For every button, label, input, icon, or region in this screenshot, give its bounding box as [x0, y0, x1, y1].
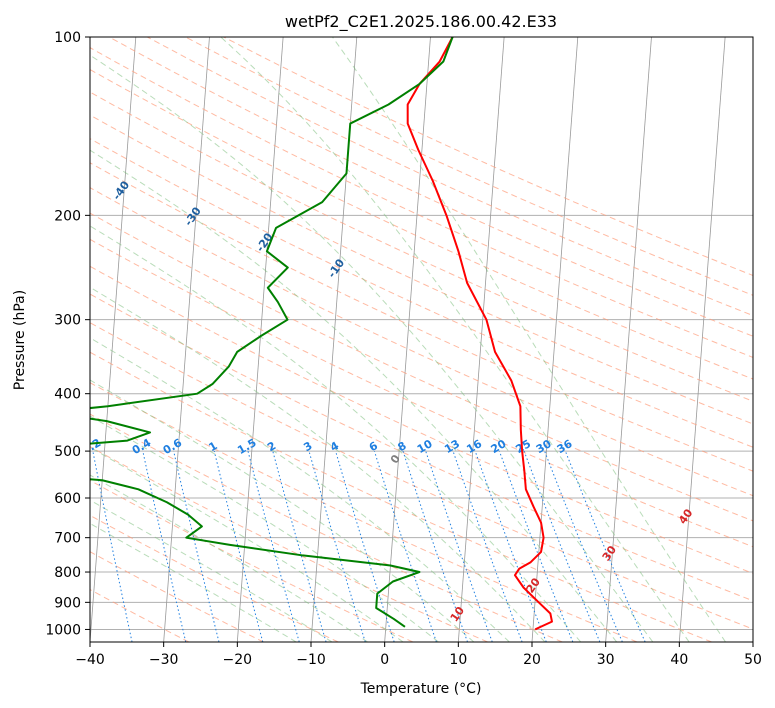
isotherm-line: [384, 37, 431, 642]
x-tick-label: −20: [223, 652, 253, 668]
x-tick-label: 10: [449, 652, 467, 668]
dry-adiabat-line: [90, 47, 753, 358]
x-tick-label: 50: [744, 652, 762, 668]
mixing-ratio-line: [564, 450, 646, 642]
dry-adiabat-line: [90, 551, 264, 642]
mixing-ratio-line: [92, 451, 133, 642]
x-tick-label: 40: [670, 652, 688, 668]
x-tick-label: 20: [523, 652, 541, 668]
y-axis-label: Pressure (hPa): [12, 290, 28, 390]
mixing-ratio-line: [498, 450, 574, 642]
dry-adiabat-line: [90, 293, 753, 602]
mixing-ratio-line: [474, 450, 547, 642]
mixing-ratio-line: [142, 450, 187, 642]
y-tick-label: 300: [54, 313, 81, 329]
isotherm-line: [605, 37, 652, 642]
y-tick-label: 400: [54, 387, 81, 403]
mixing-ratio-line: [247, 450, 300, 642]
moist-adiabat-line: [90, 499, 333, 642]
mixing-ratio-line: [452, 450, 523, 642]
dry-adiabat-line: [185, 37, 753, 296]
dry-adiabat-line: [90, 212, 753, 522]
dry-adiabat-line: [90, 322, 753, 630]
dry-adiabat-line: [90, 351, 712, 642]
y-tick-label: 1000: [45, 622, 81, 638]
mixing-ratio-line: [335, 450, 395, 642]
mixing-ratio-line: [523, 450, 601, 642]
mixing-ratio-line: [272, 450, 327, 642]
background-lines: 0.10.20.40.611.52346810131620253036-100-…: [90, 37, 753, 642]
moist-adiabat-line: [90, 415, 439, 642]
moist-adiabat-line: [90, 446, 404, 642]
moist-adiabat-line: [90, 54, 654, 642]
dry-adiabat-line: [90, 265, 753, 574]
moist-adiabat-line: [220, 37, 690, 642]
sounding-lines: [90, 37, 553, 631]
dry-adiabat-line: [90, 187, 753, 497]
moist-adiabat-line: [90, 337, 510, 642]
mixing-ratio-line: [308, 450, 366, 642]
y-tick-label: 600: [54, 491, 81, 507]
x-axis-label: Temperature (°C): [360, 681, 482, 697]
dry-adiabat-line: [90, 413, 563, 642]
y-tick-label: 500: [54, 444, 81, 460]
x-tick-label: −40: [75, 652, 105, 668]
x-tick-label: 0: [380, 652, 389, 668]
mixing-ratio-line: [425, 450, 493, 642]
y-tick-label: 800: [54, 565, 81, 581]
isotherm-line: [90, 37, 137, 642]
y-tick-label: 200: [54, 208, 81, 224]
dry-adiabat-line: [108, 37, 753, 337]
mixing-ratio-line: [373, 450, 437, 642]
x-tick-label: 30: [597, 652, 615, 668]
x-tick-label: −10: [296, 652, 326, 668]
mixing-ratio-line: [173, 450, 220, 642]
x-tick-label: −30: [149, 652, 179, 668]
mixing-ratio-line: [544, 450, 623, 642]
mixing-ratio-line: [213, 450, 264, 642]
dry-adiabat-line: [90, 238, 753, 548]
x-axis: −40 −30 −20 −10 0 10 20 30 40 50: [75, 642, 762, 668]
y-tick-label: 900: [54, 595, 81, 611]
moist-adiabat-line: [90, 286, 546, 642]
dewpoint-line: [90, 37, 454, 628]
chart-title: wetPf2_C2E1.2025.186.00.42.E33: [285, 12, 557, 32]
isotherm-line: [678, 37, 726, 642]
moist-adiabat-line: [332, 37, 726, 642]
moist-adiabat-line: [90, 379, 475, 642]
mixing-ratio-line: [402, 450, 468, 642]
y-axis: 100 200 300 400 500 600 700 800 900 1000: [45, 30, 90, 638]
temperature-line: [406, 37, 553, 631]
isotherm-line: [531, 37, 579, 642]
dry-adiabat-line: [90, 114, 753, 425]
dry-adiabat-line: [90, 588, 190, 642]
dry-adiabat-line: [90, 446, 488, 642]
isotherm-line: [236, 37, 284, 642]
isotherm-line: [457, 37, 505, 642]
isotherm-line: [163, 37, 210, 642]
plot-frame: [89, 36, 754, 643]
y-tick-label: 100: [54, 30, 81, 46]
moist-adiabat-line: [90, 522, 297, 642]
y-tick-label: 700: [54, 531, 81, 547]
